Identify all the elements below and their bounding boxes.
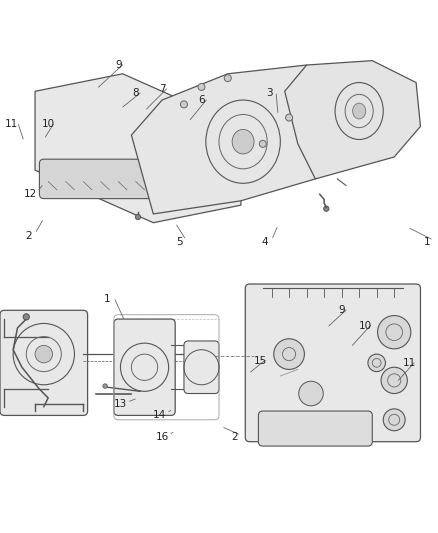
Text: 2: 2 [231, 432, 238, 442]
FancyBboxPatch shape [0, 310, 88, 415]
Polygon shape [285, 61, 420, 179]
Circle shape [35, 345, 53, 363]
Circle shape [103, 384, 107, 388]
Text: 8: 8 [132, 88, 139, 99]
Circle shape [259, 140, 266, 147]
Circle shape [368, 354, 385, 372]
Text: 3: 3 [266, 88, 273, 99]
Text: 10: 10 [359, 321, 372, 330]
Text: 12: 12 [24, 189, 37, 199]
Circle shape [324, 206, 329, 211]
Text: 10: 10 [42, 119, 55, 129]
Text: 4: 4 [261, 237, 268, 247]
Text: 13: 13 [114, 399, 127, 409]
Text: 14: 14 [153, 410, 166, 421]
Circle shape [224, 75, 231, 82]
Text: 9: 9 [115, 60, 122, 70]
FancyBboxPatch shape [39, 159, 171, 199]
Polygon shape [35, 74, 241, 223]
Circle shape [198, 84, 205, 91]
Polygon shape [131, 65, 350, 214]
Circle shape [383, 409, 405, 431]
Circle shape [135, 214, 141, 220]
Circle shape [299, 381, 323, 406]
Circle shape [378, 316, 411, 349]
FancyBboxPatch shape [245, 284, 420, 442]
FancyBboxPatch shape [184, 341, 219, 393]
Text: 15: 15 [254, 356, 267, 366]
Text: 9: 9 [338, 305, 345, 316]
Circle shape [381, 367, 407, 393]
Circle shape [286, 114, 293, 121]
Text: 7: 7 [159, 84, 166, 94]
Text: 2: 2 [25, 231, 32, 241]
Circle shape [274, 339, 304, 369]
Text: 6: 6 [198, 95, 205, 105]
Circle shape [23, 314, 29, 320]
Text: 16: 16 [155, 432, 169, 442]
Text: 1: 1 [424, 237, 431, 247]
FancyBboxPatch shape [258, 411, 372, 446]
Circle shape [180, 101, 187, 108]
Text: 11: 11 [403, 358, 416, 368]
Text: 5: 5 [176, 237, 183, 247]
Text: 1: 1 [104, 294, 111, 304]
Text: 11: 11 [4, 119, 18, 129]
FancyBboxPatch shape [114, 319, 175, 415]
Ellipse shape [353, 103, 366, 119]
Ellipse shape [232, 130, 254, 154]
